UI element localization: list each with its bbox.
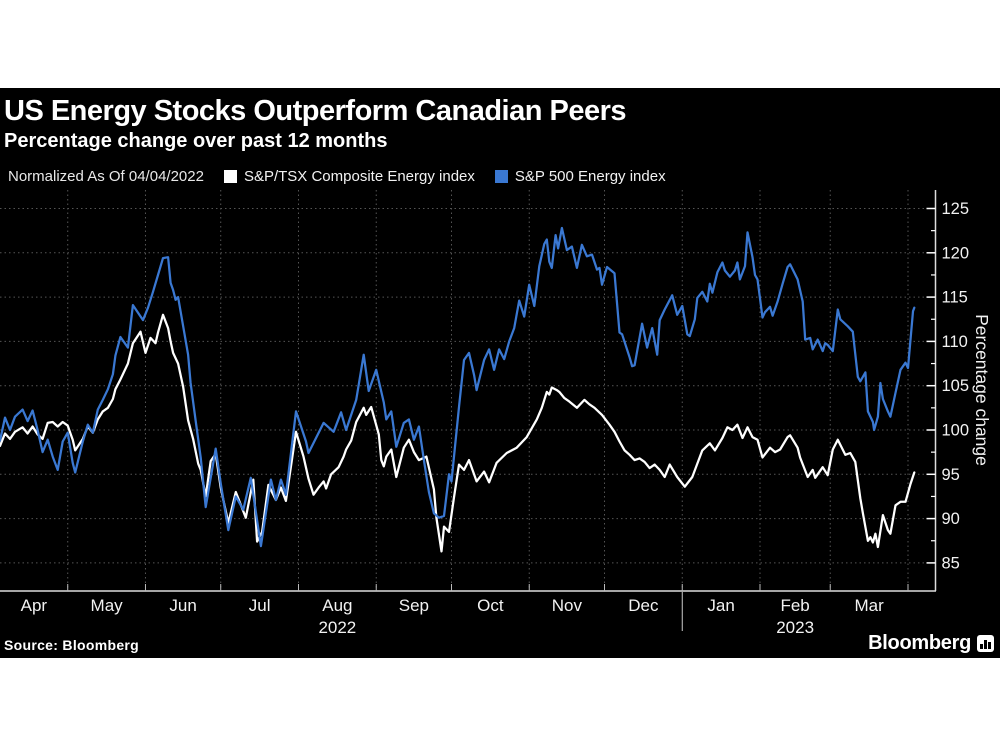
legend-item-tsx: S&P/TSX Composite Energy index — [223, 168, 475, 185]
blue-series-swatch-icon — [494, 170, 508, 183]
brand: Bloomberg — [868, 632, 994, 655]
chart-card: US Energy Stocks Outperform Canadian Pee… — [0, 88, 1000, 658]
source-credit: Source: Bloomberg — [4, 637, 140, 653]
y-tick-label: 100 — [942, 422, 970, 440]
y-tick-label: 110 — [942, 333, 968, 351]
y-tick-label: 95 — [942, 466, 960, 484]
x-year-label: 2023 — [776, 618, 814, 637]
bloomberg-logo: Bloomberg — [868, 632, 971, 654]
white-series-swatch-icon — [223, 170, 237, 183]
x-month-label: Mar — [854, 596, 884, 615]
series-line-tsx — [0, 313, 916, 553]
x-month-label: Sep — [399, 596, 429, 615]
x-month-label: Feb — [780, 596, 809, 615]
x-month-label: Oct — [477, 596, 504, 615]
x-month-label: Aug — [322, 596, 352, 615]
x-month-label: May — [91, 596, 124, 615]
chart-svg: 85 90 95 100 105 110 115 120 125 Apr May Jun Jul Aug S… — [0, 190, 992, 637]
x-month-label: Nov — [552, 596, 583, 615]
chart-footer: Source: Bloomberg Bloomberg — [0, 632, 1000, 656]
y-tick-label: 115 — [942, 289, 968, 307]
chart-title: US Energy Stocks Outperform Canadian Pee… — [4, 95, 627, 127]
legend: Normalized As Of 04/04/2022 S&P/TSX Comp… — [8, 168, 666, 185]
x-month-label: Dec — [628, 596, 659, 615]
y-tick-label: 120 — [942, 244, 970, 262]
x-month-label: Jun — [169, 596, 196, 615]
legend-note: Normalized As Of 04/04/2022 — [8, 168, 204, 185]
x-month-label: Apr — [21, 596, 48, 615]
legend-item-sp500-label: S&P 500 Energy index — [514, 168, 666, 185]
chart-subtitle: Percentage change over past 12 months — [4, 130, 388, 152]
y-tick-label: 90 — [942, 510, 960, 528]
y-axis-title: Percentage change — [972, 314, 992, 466]
series-line-sp500 — [0, 226, 916, 548]
x-year-label: 2022 — [318, 618, 356, 637]
y-tick-label: 105 — [942, 377, 970, 395]
chart-area: 85 90 95 100 105 110 115 120 125 Apr May Jun Jul Aug S… — [0, 190, 1000, 642]
x-month-label: Jul — [249, 596, 271, 615]
y-tick-label: 85 — [942, 554, 960, 572]
legend-item-sp500: S&P 500 Energy index — [494, 168, 666, 185]
y-tick-label: 125 — [942, 200, 970, 218]
x-month-label: Jan — [707, 596, 734, 615]
bloomberg-chart-icon — [977, 635, 994, 652]
legend-item-tsx-label: S&P/TSX Composite Energy index — [243, 168, 475, 185]
